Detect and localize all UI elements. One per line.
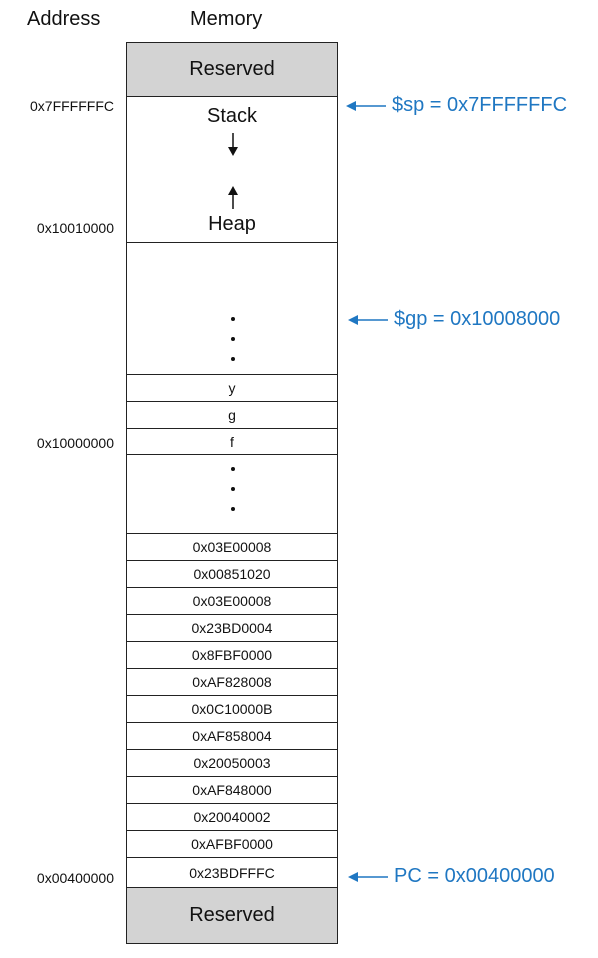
global-cell-g: g (127, 402, 337, 429)
ellipsis-dot (231, 357, 235, 361)
stack-heap-region: Stack Heap (127, 97, 337, 243)
instruction-cell: 0x8FBF0000 (127, 642, 337, 669)
heap-up-arrow-icon (228, 186, 238, 209)
address-heap-base: 0x10010000 (36, 220, 114, 236)
instruction-cell: 0x20040002 (127, 804, 337, 831)
instruction-word: 0x03E00008 (192, 539, 272, 555)
pc-label: PC = 0x00400000 (394, 865, 555, 887)
instruction-cell: 0x0C10000B (127, 696, 337, 723)
reserved-bottom-region: Reserved (127, 888, 337, 943)
instruction-cell: 0xAF858004 (127, 723, 337, 750)
instruction-cell: 0x03E00008 (127, 588, 337, 615)
instruction-cell: 0xAFBF0000 (127, 831, 337, 858)
instruction-word: 0x0C10000B (191, 701, 273, 717)
reserved-top-region: Reserved (127, 43, 337, 97)
instruction-word: 0xAF828008 (192, 674, 272, 690)
address-header: Address (27, 8, 101, 30)
global-cell-f: f (127, 429, 337, 455)
global-label: y (228, 380, 236, 396)
instruction-word: 0x20050003 (193, 755, 271, 771)
instruction-cell: 0x23BDFFFC (127, 858, 337, 888)
ellipsis-dot (231, 507, 235, 511)
ellipsis-dot (231, 487, 235, 491)
pc-pointer: PC = 0x00400000 (348, 865, 555, 888)
address-data-base: 0x10000000 (36, 435, 114, 451)
left-arrow-icon (348, 871, 388, 882)
instruction-word: 0x23BD0004 (191, 620, 273, 636)
instruction-word: 0xAF848000 (192, 782, 272, 798)
instruction-word: 0xAF858004 (192, 728, 272, 744)
dynamic-data-gap (127, 243, 337, 375)
gp-label: $gp = 0x10008000 (394, 308, 561, 330)
ellipsis-dot (231, 317, 235, 321)
instruction-cell: 0x20050003 (127, 750, 337, 777)
address-text-base: 0x00400000 (36, 870, 114, 886)
global-label: f (230, 433, 234, 450)
global-cell-y: y (127, 375, 337, 402)
instruction-word: 0x8FBF0000 (191, 647, 273, 663)
memory-map: Reserved Stack Heap y g f 0x03E00008 0x0… (126, 42, 338, 944)
instruction-word: 0xAFBF0000 (191, 836, 273, 852)
static-text-gap (127, 455, 337, 534)
instruction-cell: 0xAF828008 (127, 669, 337, 696)
instruction-cell: 0x23BD0004 (127, 615, 337, 642)
instruction-word: 0x23BDFFFC (189, 864, 275, 881)
instruction-cell: 0x03E00008 (127, 534, 337, 561)
global-label: g (228, 407, 236, 423)
stack-label: Stack (206, 105, 258, 127)
heap-label: Heap (208, 213, 256, 235)
sp-label: $sp = 0x7FFFFFFC (392, 94, 568, 116)
sp-pointer: $sp = 0x7FFFFFFC (346, 94, 567, 117)
ellipsis-dot (231, 337, 235, 341)
reserved-top-label: Reserved (189, 58, 275, 80)
left-arrow-icon (348, 314, 388, 325)
instruction-cell: 0x00851020 (127, 561, 337, 588)
stack-down-arrow-icon (228, 133, 238, 156)
gp-pointer: $gp = 0x10008000 (348, 308, 560, 331)
instruction-word: 0x03E00008 (192, 593, 272, 609)
instruction-cell: 0xAF848000 (127, 777, 337, 804)
left-arrow-icon (346, 100, 386, 111)
instruction-word: 0x00851020 (193, 566, 271, 582)
address-stack-top: 0x7FFFFFFC (30, 98, 114, 114)
instruction-word: 0x20040002 (193, 809, 271, 825)
memory-header: Memory (190, 8, 263, 30)
reserved-bottom-label: Reserved (189, 904, 275, 926)
ellipsis-dot (231, 467, 235, 471)
